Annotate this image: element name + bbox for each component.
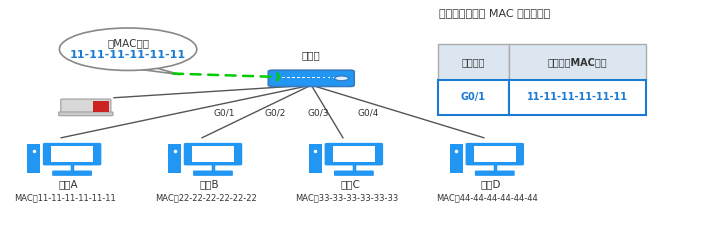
Text: 主机B: 主机B (200, 179, 219, 189)
FancyBboxPatch shape (322, 77, 325, 78)
FancyBboxPatch shape (333, 77, 336, 78)
FancyBboxPatch shape (438, 44, 508, 80)
Text: 11-11-11-11-11-11: 11-11-11-11-11-11 (527, 92, 628, 102)
Text: MAC：33-33-33-33-33-33: MAC：33-33-33-33-33-33 (295, 193, 398, 203)
FancyBboxPatch shape (93, 101, 109, 112)
Ellipse shape (60, 28, 197, 71)
FancyBboxPatch shape (193, 171, 233, 176)
FancyBboxPatch shape (450, 144, 463, 173)
Text: MAC：22-22-22-22-22-22: MAC：22-22-22-22-22-22 (155, 193, 256, 203)
FancyBboxPatch shape (343, 77, 346, 78)
Text: G0/3: G0/3 (307, 109, 329, 118)
Circle shape (334, 76, 349, 81)
FancyBboxPatch shape (59, 112, 113, 116)
FancyBboxPatch shape (334, 171, 373, 176)
Text: G0/1: G0/1 (461, 92, 486, 102)
FancyBboxPatch shape (302, 77, 305, 78)
FancyBboxPatch shape (292, 77, 295, 78)
FancyBboxPatch shape (282, 77, 285, 78)
Text: 端口编号: 端口编号 (462, 57, 485, 67)
FancyBboxPatch shape (28, 144, 40, 173)
Text: G0/2: G0/2 (264, 109, 285, 118)
FancyBboxPatch shape (184, 143, 242, 165)
FancyBboxPatch shape (438, 80, 508, 115)
FancyBboxPatch shape (287, 77, 290, 78)
FancyBboxPatch shape (52, 171, 92, 176)
FancyBboxPatch shape (508, 44, 646, 80)
FancyBboxPatch shape (43, 143, 102, 165)
FancyBboxPatch shape (277, 77, 280, 78)
Text: 主机A: 主机A (58, 179, 78, 189)
Text: G0/1: G0/1 (213, 109, 235, 118)
FancyBboxPatch shape (466, 143, 524, 165)
FancyBboxPatch shape (51, 146, 93, 162)
FancyBboxPatch shape (338, 77, 341, 78)
FancyBboxPatch shape (328, 77, 330, 78)
FancyBboxPatch shape (317, 77, 320, 78)
FancyBboxPatch shape (168, 144, 181, 173)
Text: 源MAC地址: 源MAC地址 (107, 38, 149, 48)
FancyBboxPatch shape (309, 144, 322, 173)
FancyBboxPatch shape (508, 80, 646, 115)
FancyBboxPatch shape (474, 146, 515, 162)
Polygon shape (142, 67, 180, 75)
FancyBboxPatch shape (324, 143, 383, 165)
Text: 主机D: 主机D (481, 179, 501, 189)
FancyBboxPatch shape (192, 146, 234, 162)
Text: MAC：11-11-11-11-11-11: MAC：11-11-11-11-11-11 (13, 193, 116, 203)
FancyBboxPatch shape (268, 70, 354, 86)
Text: 交换机自动添加 MAC 地址表条目: 交换机自动添加 MAC 地址表条目 (439, 8, 550, 18)
FancyBboxPatch shape (61, 99, 111, 114)
Text: 11-11-11-11-11-11: 11-11-11-11-11-11 (70, 50, 186, 60)
Text: MAC：44-44-44-44-44-44: MAC：44-44-44-44-44-44 (437, 193, 538, 203)
FancyBboxPatch shape (307, 77, 310, 78)
FancyBboxPatch shape (297, 77, 300, 78)
FancyBboxPatch shape (475, 171, 515, 176)
Text: 交换机: 交换机 (302, 50, 321, 60)
Text: 对端设备MAC地址: 对端设备MAC地址 (547, 57, 607, 67)
Text: G0/4: G0/4 (357, 109, 378, 118)
Text: 主机C: 主机C (340, 179, 360, 189)
FancyBboxPatch shape (312, 77, 315, 78)
FancyBboxPatch shape (333, 146, 375, 162)
